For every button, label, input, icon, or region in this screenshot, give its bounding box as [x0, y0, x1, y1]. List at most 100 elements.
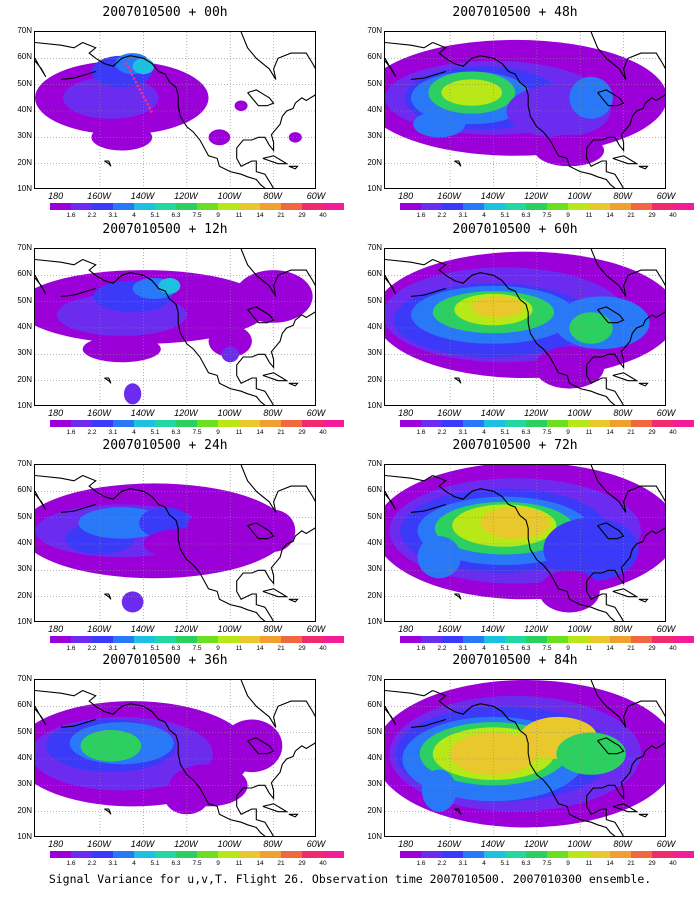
colorbar-label: 11	[585, 212, 593, 219]
colorbar-segment	[239, 851, 260, 858]
colorbar-label: 7.5	[542, 860, 552, 867]
colorbar	[50, 851, 344, 858]
coastline	[35, 58, 47, 78]
colorbar-label: 11	[585, 429, 593, 436]
lon-tick-label: 100W	[217, 191, 241, 201]
colorbar-segment	[302, 636, 323, 643]
coastline	[432, 41, 665, 188]
lat-tick-label: 30N	[17, 131, 32, 141]
coastline	[385, 275, 397, 295]
map-svg	[35, 32, 315, 188]
colorbar-segment	[134, 636, 155, 643]
coastline	[612, 803, 639, 813]
colorbar-segment	[50, 851, 71, 858]
lat-tick-label: 60N	[17, 269, 32, 279]
colorbar-segment	[239, 636, 260, 643]
colorbar-segment	[673, 203, 694, 210]
coastline	[247, 737, 275, 755]
coastline	[288, 598, 299, 603]
colorbar-label: 29	[298, 645, 306, 652]
lat-tick-label: 60N	[17, 700, 32, 710]
coastline	[35, 706, 47, 726]
colorbar-segment	[505, 420, 526, 427]
variance-contour	[413, 111, 466, 138]
coastline	[597, 737, 625, 755]
colorbar-label: 2.2	[437, 429, 447, 436]
colorbar-label: 14	[606, 860, 614, 867]
colorbar-segment	[71, 851, 92, 858]
map-svg	[35, 249, 315, 405]
map-plot	[34, 31, 316, 189]
coastline	[247, 522, 275, 540]
colorbar	[400, 851, 694, 858]
colorbar-segment	[218, 636, 239, 643]
observation-point	[148, 106, 151, 110]
lon-tick-label: 160W	[87, 408, 111, 418]
map-svg	[35, 680, 315, 836]
colorbar-segment	[589, 851, 610, 858]
colorbar-segment	[71, 636, 92, 643]
colorbar-label: 1.6	[66, 860, 76, 867]
colorbar-label: 1.6	[416, 645, 426, 652]
lon-tick-label: 180	[398, 624, 414, 634]
lon-tick-label: 140W	[480, 839, 505, 849]
colorbar-label: 6.3	[171, 645, 181, 652]
coastline	[247, 306, 275, 324]
colorbar-segment	[155, 636, 176, 643]
coastline	[590, 249, 665, 297]
colorbar-label: 9	[216, 645, 220, 652]
lat-tick-label: 30N	[17, 348, 32, 358]
colorbar-segment	[652, 203, 673, 210]
lon-tick-label: 120W	[524, 191, 548, 201]
coastline	[590, 465, 665, 513]
colorbar-label: 11	[585, 860, 593, 867]
colorbar-segment	[92, 420, 113, 427]
colorbar-label: 6.3	[171, 429, 181, 436]
lat-tick-label: 10N	[367, 832, 382, 841]
colorbar-segment	[176, 420, 197, 427]
coastline	[410, 503, 446, 513]
coastline	[262, 155, 289, 165]
lat-tick-label: 30N	[17, 779, 32, 789]
colorbar-segment	[610, 636, 631, 643]
coastline	[60, 287, 96, 297]
colorbar-segment	[463, 203, 484, 210]
variance-contour	[480, 507, 550, 539]
colorbar-label: 1.6	[416, 860, 426, 867]
colorbar-label: 29	[298, 212, 306, 219]
coastline	[638, 813, 649, 818]
variance-contour	[80, 730, 142, 762]
coastline	[385, 689, 433, 697]
lat-tick-label: 40N	[17, 105, 32, 114]
colorbar-segment	[92, 851, 113, 858]
coastline	[240, 680, 315, 728]
colorbar-label: 29	[298, 429, 306, 436]
lon-tick-label: 80W	[613, 408, 632, 418]
colorbar-label: 4	[132, 645, 136, 652]
coastline	[638, 598, 649, 603]
lat-tick-label: 20N	[17, 374, 32, 384]
colorbar-segment	[463, 851, 484, 858]
coastline	[35, 491, 47, 511]
observation-point	[136, 84, 140, 88]
lon-tick-label: 60W	[656, 839, 676, 849]
colorbar-segment	[113, 636, 134, 643]
colorbar-segment	[652, 851, 673, 858]
lat-tick-label: 40N	[367, 538, 382, 547]
coastline	[385, 491, 397, 511]
colorbar-label: 1.6	[416, 212, 426, 219]
colorbar-label: 21	[627, 429, 635, 436]
lat-tick-label: 70N	[17, 674, 32, 683]
lon-tick-label: 160W	[437, 191, 461, 201]
lat-tick-label: 20N	[17, 157, 32, 167]
colorbar-label: 6.3	[521, 645, 531, 652]
colorbar-label: 40	[319, 429, 327, 436]
lon-tick-label: 140W	[130, 191, 155, 201]
colorbar-label: 21	[277, 212, 285, 219]
colorbar-segment	[421, 420, 442, 427]
map-plot	[34, 248, 316, 406]
lon-tick-label: 120W	[524, 408, 548, 418]
colorbar-label: 2.2	[87, 429, 97, 436]
coastline	[35, 275, 47, 295]
colorbar-label: 9	[216, 212, 220, 219]
